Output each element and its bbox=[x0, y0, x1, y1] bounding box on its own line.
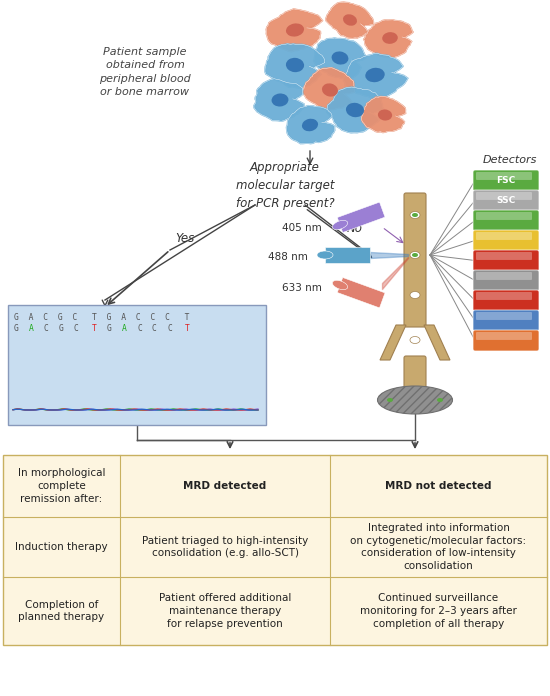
Ellipse shape bbox=[412, 213, 418, 217]
Text: Patient sample
obtained from
peripheral blood
or bone marrow: Patient sample obtained from peripheral … bbox=[99, 47, 191, 97]
Text: MRD detected: MRD detected bbox=[183, 481, 267, 491]
Ellipse shape bbox=[346, 103, 364, 117]
Ellipse shape bbox=[286, 24, 304, 37]
Text: C: C bbox=[137, 324, 142, 333]
Text: Integrated into information
on cytogenetic/molecular factors:
consideration of l: Integrated into information on cytogenet… bbox=[350, 523, 526, 571]
Polygon shape bbox=[266, 9, 322, 52]
Ellipse shape bbox=[378, 109, 392, 120]
Polygon shape bbox=[344, 54, 408, 98]
Text: Induction therapy: Induction therapy bbox=[15, 542, 108, 552]
FancyBboxPatch shape bbox=[473, 290, 539, 311]
Polygon shape bbox=[361, 97, 406, 132]
Text: FSC: FSC bbox=[496, 176, 516, 185]
Text: Continued surveillance
monitoring for 2–3 years after
completion of all therapy: Continued surveillance monitoring for 2–… bbox=[360, 593, 517, 628]
Ellipse shape bbox=[332, 52, 348, 65]
FancyBboxPatch shape bbox=[473, 230, 539, 251]
Ellipse shape bbox=[302, 119, 318, 132]
Ellipse shape bbox=[332, 280, 348, 290]
Text: C: C bbox=[152, 324, 157, 333]
Ellipse shape bbox=[382, 32, 398, 44]
FancyBboxPatch shape bbox=[473, 170, 539, 191]
Text: Patient triaged to high-intensity
consolidation (e.g. allo-SCT): Patient triaged to high-intensity consol… bbox=[142, 536, 308, 558]
Polygon shape bbox=[364, 20, 413, 57]
Text: G: G bbox=[14, 324, 19, 333]
Polygon shape bbox=[327, 87, 384, 133]
FancyBboxPatch shape bbox=[473, 250, 539, 271]
Polygon shape bbox=[424, 325, 450, 360]
FancyBboxPatch shape bbox=[473, 330, 539, 351]
FancyBboxPatch shape bbox=[473, 210, 539, 231]
FancyBboxPatch shape bbox=[476, 292, 532, 300]
Text: T: T bbox=[92, 324, 97, 333]
Text: SSC: SSC bbox=[496, 196, 516, 205]
Ellipse shape bbox=[412, 253, 418, 257]
Text: G  A  C  G  C   T  G  A  C  C  C   T: G A C G C T G A C C C T bbox=[14, 313, 190, 322]
Ellipse shape bbox=[272, 93, 288, 106]
FancyBboxPatch shape bbox=[476, 172, 532, 180]
Text: 488 nm: 488 nm bbox=[268, 252, 308, 262]
Text: In morphological
complete
remission after:: In morphological complete remission afte… bbox=[18, 468, 105, 504]
FancyBboxPatch shape bbox=[476, 192, 532, 200]
Polygon shape bbox=[325, 247, 370, 263]
Polygon shape bbox=[265, 44, 325, 88]
FancyBboxPatch shape bbox=[476, 312, 532, 320]
Polygon shape bbox=[302, 68, 355, 110]
FancyBboxPatch shape bbox=[404, 193, 426, 327]
Text: 405 nm: 405 nm bbox=[282, 223, 322, 233]
Polygon shape bbox=[326, 2, 373, 38]
Ellipse shape bbox=[410, 292, 420, 299]
FancyBboxPatch shape bbox=[404, 356, 426, 395]
Ellipse shape bbox=[317, 251, 333, 259]
Text: MRD not detected: MRD not detected bbox=[385, 481, 492, 491]
Text: G: G bbox=[59, 324, 64, 333]
Polygon shape bbox=[314, 38, 366, 79]
Text: C: C bbox=[167, 324, 172, 333]
Text: Appropriate
molecular target
for PCR present?: Appropriate molecular target for PCR pre… bbox=[236, 161, 334, 209]
Text: Detectors: Detectors bbox=[483, 155, 537, 165]
Text: C: C bbox=[74, 324, 79, 333]
Text: Patient offered additional
maintenance therapy
for relapse prevention: Patient offered additional maintenance t… bbox=[159, 593, 291, 628]
FancyBboxPatch shape bbox=[476, 232, 532, 240]
Text: A: A bbox=[29, 324, 34, 333]
Ellipse shape bbox=[377, 386, 453, 414]
Polygon shape bbox=[380, 325, 406, 360]
Ellipse shape bbox=[410, 251, 420, 258]
Ellipse shape bbox=[365, 68, 384, 82]
FancyBboxPatch shape bbox=[473, 190, 539, 211]
Ellipse shape bbox=[410, 336, 420, 344]
FancyBboxPatch shape bbox=[476, 252, 532, 260]
Text: No: No bbox=[347, 221, 363, 235]
FancyBboxPatch shape bbox=[476, 332, 532, 340]
Ellipse shape bbox=[387, 398, 393, 402]
FancyBboxPatch shape bbox=[473, 310, 539, 331]
Text: Yes: Yes bbox=[175, 232, 195, 244]
FancyBboxPatch shape bbox=[476, 272, 532, 280]
Text: T: T bbox=[185, 324, 190, 333]
FancyBboxPatch shape bbox=[476, 212, 532, 220]
Ellipse shape bbox=[322, 84, 338, 97]
Ellipse shape bbox=[437, 398, 443, 402]
Polygon shape bbox=[337, 202, 385, 232]
Text: G: G bbox=[107, 324, 112, 333]
Polygon shape bbox=[254, 79, 304, 121]
Text: Completion of
planned therapy: Completion of planned therapy bbox=[19, 599, 104, 622]
Ellipse shape bbox=[332, 221, 348, 230]
FancyBboxPatch shape bbox=[8, 305, 266, 425]
Polygon shape bbox=[337, 278, 385, 308]
Ellipse shape bbox=[410, 212, 420, 219]
Bar bbox=[3, 455, 547, 645]
Text: C: C bbox=[44, 324, 49, 333]
Ellipse shape bbox=[343, 14, 357, 26]
Text: 633 nm: 633 nm bbox=[282, 283, 322, 293]
FancyBboxPatch shape bbox=[473, 270, 539, 291]
Ellipse shape bbox=[286, 58, 304, 72]
Polygon shape bbox=[287, 106, 335, 143]
Text: A: A bbox=[122, 324, 127, 333]
